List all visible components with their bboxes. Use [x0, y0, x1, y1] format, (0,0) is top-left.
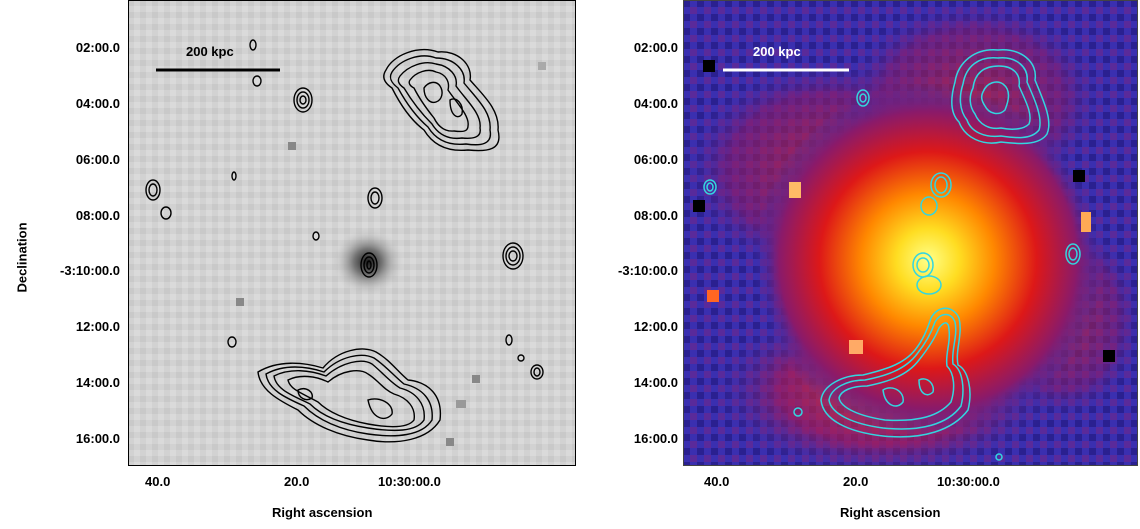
- x-tick-right-1: 20.0: [843, 474, 869, 489]
- right-image-panel: 200 kpc: [683, 0, 1138, 466]
- y-tick-right-5: 12:00.0: [633, 319, 678, 334]
- y-tick-left-5: 12:00.0: [75, 319, 120, 334]
- y-tick-left-4: -3:10:00.0: [60, 263, 120, 278]
- x-tick-left-0: 40.0: [145, 474, 171, 489]
- y-tick-right-4: -3:10:00.0: [618, 263, 678, 278]
- y-tick-left-1: 04:00.0: [75, 96, 120, 111]
- y-tick-left-7: 16:00.0: [75, 431, 120, 446]
- radio-contours-left: [145, 39, 544, 443]
- radio-contours-right: [703, 49, 1081, 461]
- left-frame-ticks: [128, 0, 576, 466]
- y-tick-right-7: 16:00.0: [633, 431, 678, 446]
- scale-bar-label-left: 200 kpc: [186, 44, 234, 59]
- scale-bar-label-right: 200 kpc: [753, 44, 801, 59]
- y-tick-right-2: 06:00.0: [633, 152, 678, 167]
- x-tick-right-0: 40.0: [704, 474, 730, 489]
- y-tick-right-1: 04:00.0: [633, 96, 678, 111]
- x-tick-left-2: 10:30:00.0: [378, 474, 441, 489]
- y-tick-left-0: 02:00.0: [75, 40, 120, 55]
- y-tick-right-3: 08:00.0: [633, 208, 678, 223]
- right-image-svg: [683, 0, 1138, 466]
- x-tick-left-1: 20.0: [284, 474, 310, 489]
- xlabel-right: Right ascension: [840, 505, 941, 520]
- y-tick-right-6: 14:00.0: [633, 375, 678, 390]
- y-tick-right-0: 02:00.0: [633, 40, 678, 55]
- y-tick-left-6: 14:00.0: [75, 375, 120, 390]
- left-image-panel: 200 kpc: [128, 0, 576, 466]
- xlabel-left: Right ascension: [272, 505, 373, 520]
- ylabel-left: Declination: [14, 222, 30, 293]
- y-tick-left-2: 06:00.0: [75, 152, 120, 167]
- left-image-svg: [128, 0, 576, 466]
- noise-pixels: [693, 60, 1115, 362]
- x-tick-right-2: 10:30:00.0: [937, 474, 1000, 489]
- dark-pixels: [236, 62, 546, 446]
- right-frame: [683, 0, 1138, 466]
- y-tick-left-3: 08:00.0: [75, 208, 120, 223]
